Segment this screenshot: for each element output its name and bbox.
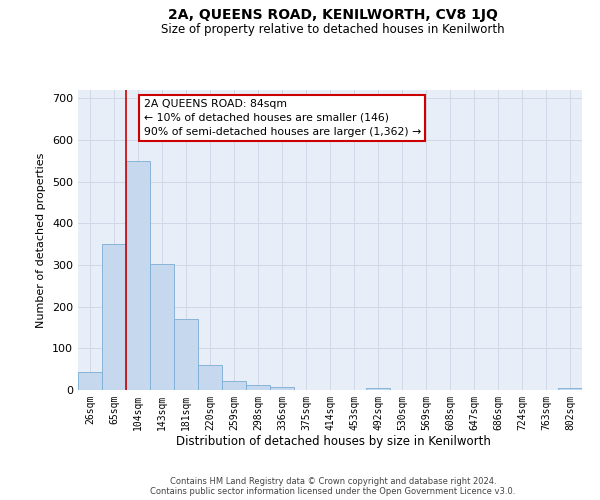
Bar xyxy=(174,319,198,390)
Bar xyxy=(270,386,294,390)
Bar xyxy=(366,388,390,390)
Text: Size of property relative to detached houses in Kenilworth: Size of property relative to detached ho… xyxy=(161,22,505,36)
Bar xyxy=(198,365,222,390)
Text: 2A QUEENS ROAD: 84sqm
← 10% of detached houses are smaller (146)
90% of semi-det: 2A QUEENS ROAD: 84sqm ← 10% of detached … xyxy=(143,99,421,137)
Bar xyxy=(222,381,246,390)
Bar xyxy=(78,372,102,390)
Bar xyxy=(126,161,150,390)
Text: Contains public sector information licensed under the Open Government Licence v3: Contains public sector information licen… xyxy=(151,488,515,496)
Bar xyxy=(150,264,174,390)
Bar xyxy=(558,388,582,390)
Text: 2A, QUEENS ROAD, KENILWORTH, CV8 1JQ: 2A, QUEENS ROAD, KENILWORTH, CV8 1JQ xyxy=(168,8,498,22)
Bar xyxy=(102,244,126,390)
Y-axis label: Number of detached properties: Number of detached properties xyxy=(37,152,46,328)
Bar xyxy=(246,386,270,390)
Text: Distribution of detached houses by size in Kenilworth: Distribution of detached houses by size … xyxy=(176,435,490,448)
Text: Contains HM Land Registry data © Crown copyright and database right 2024.: Contains HM Land Registry data © Crown c… xyxy=(170,478,496,486)
